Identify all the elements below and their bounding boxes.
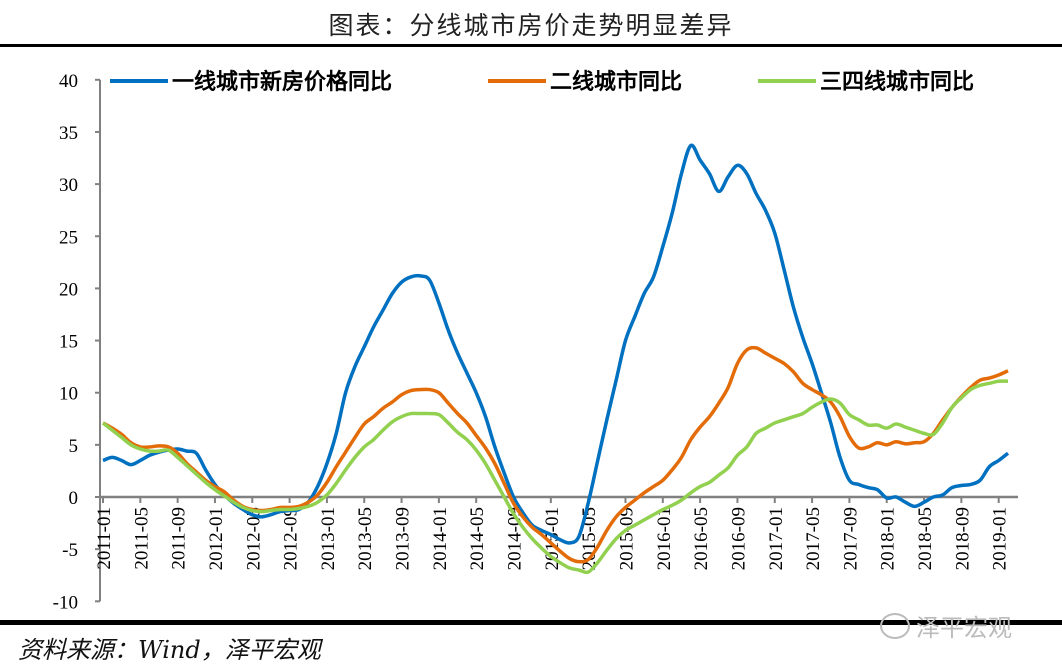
y-tick-label: -10 (53, 592, 78, 613)
x-tick-label: 2017-01 (766, 507, 787, 570)
x-tick-label: 2016-01 (654, 507, 675, 570)
legend-label: 一线城市新房价格同比 (172, 69, 392, 95)
x-tick-label: 2018-09 (952, 507, 973, 570)
x-tick-label: 2012-09 (281, 507, 302, 570)
x-tick-label: 2012-05 (243, 507, 264, 570)
y-tick-label: 15 (59, 332, 78, 353)
x-tick-label: 2014-01 (430, 507, 451, 570)
watermark: 泽平宏观 (880, 608, 1012, 643)
x-tick-label: 2014-05 (467, 507, 488, 570)
watermark-text: 泽平宏观 (916, 614, 1012, 642)
y-tick-label: 40 (59, 71, 78, 92)
x-tick-label: 2013-05 (355, 507, 376, 570)
y-tick-label: -5 (62, 540, 78, 561)
x-tick-label: 2018-01 (878, 507, 899, 570)
chart-title: 图表：分线城市房价走势明显差异 (328, 11, 734, 40)
series-line-3 (101, 379, 1009, 575)
x-tick-label: 2017-05 (803, 507, 824, 570)
x-tick-label: 2011-09 (169, 507, 190, 570)
x-tick-label: 2016-05 (691, 507, 712, 570)
x-tick-label: 2017-09 (840, 507, 861, 570)
y-tick-label: 0 (69, 488, 79, 509)
x-tick-label: 2018-05 (915, 507, 936, 570)
y-tick-label: 5 (69, 436, 79, 457)
x-tick-label: 2013-09 (393, 507, 414, 570)
x-tick-label: 2011-01 (94, 507, 115, 570)
x-tick-label: 2019-01 (990, 507, 1011, 570)
source-note: 资料来源：Wind，泽平宏观 (18, 636, 321, 664)
y-tick-label: 30 (59, 175, 78, 196)
series-line-1 (102, 143, 1010, 545)
x-tick-label: 2016-09 (728, 507, 749, 570)
y-tick-label: 10 (59, 384, 78, 405)
wechat-icon (880, 612, 910, 639)
title-rule (0, 44, 1062, 47)
x-tick-label: 2012-01 (206, 507, 227, 570)
y-tick-label: 35 (59, 123, 78, 144)
y-tick-label: 25 (59, 227, 78, 248)
x-tick-label: 2013-01 (318, 507, 339, 570)
x-tick-label: 2015-09 (616, 507, 637, 570)
legend-label: 二线城市同比 (550, 69, 682, 95)
legend-label: 三四线城市同比 (820, 69, 974, 95)
footer-rule (0, 620, 1062, 625)
y-tick-label: 20 (59, 279, 78, 300)
x-tick-label: 2011-05 (131, 507, 152, 570)
